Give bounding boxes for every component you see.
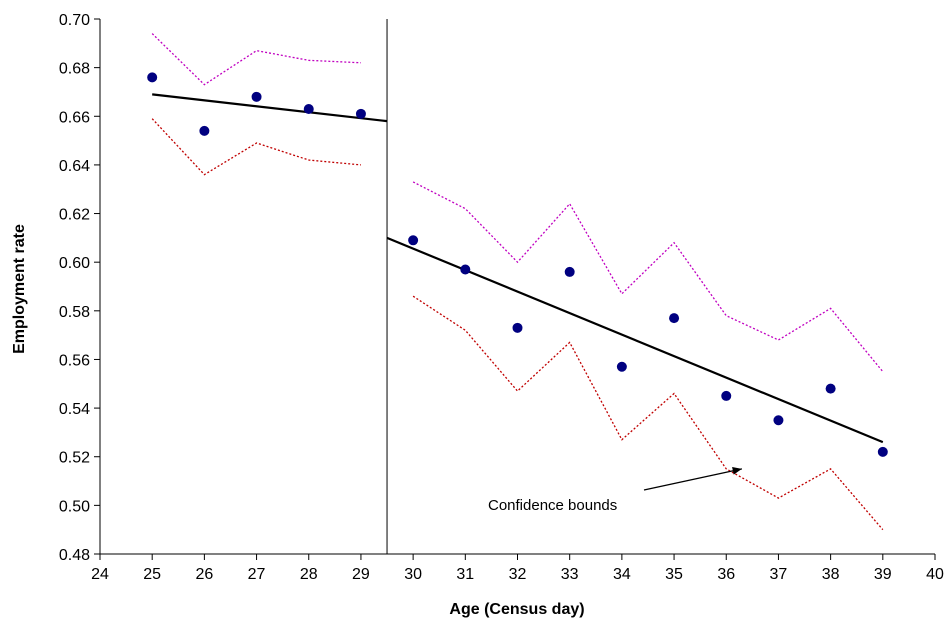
data-point — [460, 264, 471, 275]
data-point — [512, 322, 523, 333]
data-point — [408, 235, 419, 246]
x-tick-label: 39 — [874, 566, 892, 583]
data-point — [147, 72, 158, 83]
x-axis-title: Age (Census day) — [449, 601, 584, 618]
y-tick-label: 0.70 — [59, 12, 90, 29]
y-tick-label: 0.68 — [59, 61, 90, 78]
y-tick-label: 0.54 — [59, 401, 90, 418]
y-axis-title: Employment rate — [11, 224, 28, 354]
x-tick-label: 38 — [822, 566, 840, 583]
annotation-arrow — [643, 468, 743, 491]
data-point — [669, 313, 680, 324]
x-tick-label: 35 — [665, 566, 683, 583]
y-tick-label: 0.48 — [59, 547, 90, 564]
data-point — [616, 361, 627, 372]
x-tick-label: 32 — [509, 566, 527, 583]
y-tick-label: 0.52 — [59, 450, 90, 467]
data-point — [721, 390, 732, 401]
y-tick-label: 0.56 — [59, 352, 90, 369]
upper-confidence-bound — [412, 181, 884, 373]
y-axis: 0.48 0.50 0.52 0.54 0.56 0.58 0.60 0.62 0.64 0.66… — [59, 12, 100, 564]
fitted-line — [152, 93, 388, 123]
data-point — [877, 446, 888, 457]
x-tick-label: 24 — [91, 566, 109, 583]
plot-area — [99, 19, 935, 555]
y-tick-label: 0.50 — [59, 498, 90, 515]
upper-confidence-bound — [151, 33, 361, 86]
x-tick-label: 29 — [352, 566, 370, 583]
lower-confidence-bound — [151, 118, 361, 176]
x-tick-label: 26 — [195, 566, 213, 583]
x-axis: 24 25 26 27 28 29 30 31 32 33 34 35 36 37 38 39 40 — [91, 554, 944, 583]
x-tick-label: 28 — [300, 566, 318, 583]
y-tick-label: 0.64 — [59, 158, 90, 175]
y-tick-label: 0.58 — [59, 304, 90, 321]
x-tick-label: 37 — [770, 566, 788, 583]
data-point — [825, 383, 836, 394]
data-point — [251, 91, 262, 102]
annotation-arrowhead — [732, 467, 742, 475]
y-tick-label: 0.66 — [59, 109, 90, 126]
data-point — [355, 108, 366, 119]
x-tick-label: 33 — [561, 566, 579, 583]
x-tick-label: 34 — [613, 566, 631, 583]
data-point — [564, 266, 575, 277]
y-tick-label: 0.60 — [59, 255, 90, 272]
data-point — [199, 125, 210, 136]
annotation-confidence-bounds: Confidence bounds — [488, 497, 617, 514]
x-tick-label: 30 — [404, 566, 422, 583]
x-tick-label: 31 — [456, 566, 474, 583]
y-tick-label: 0.62 — [59, 207, 90, 224]
x-tick-label: 25 — [143, 566, 161, 583]
data-point — [303, 103, 314, 114]
x-tick-label: 36 — [717, 566, 735, 583]
data-point — [773, 415, 784, 426]
x-tick-label: 40 — [926, 566, 944, 583]
x-tick-label: 27 — [248, 566, 266, 583]
